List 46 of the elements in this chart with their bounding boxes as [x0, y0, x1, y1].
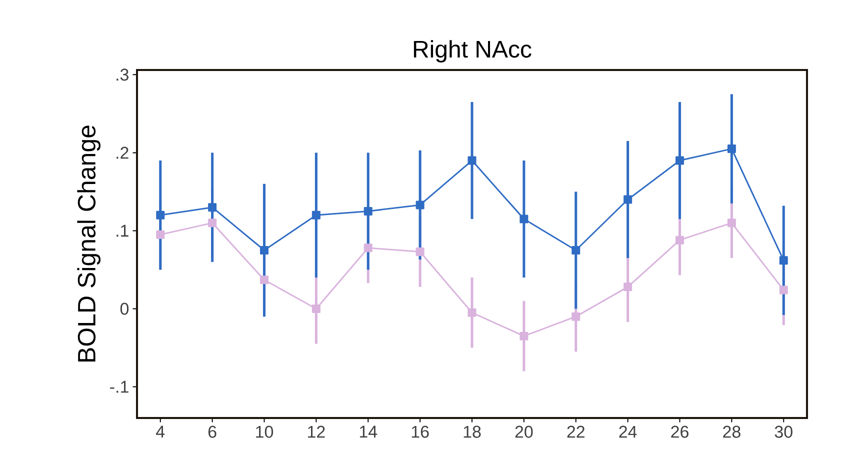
point [208, 218, 217, 228]
x-tick-label: 28 [723, 426, 740, 438]
point [468, 156, 476, 165]
x-tick-label: 4 [156, 426, 165, 438]
x-tick-label: 16 [412, 426, 429, 438]
point [676, 156, 684, 165]
point [208, 203, 217, 212]
point [727, 144, 736, 154]
y-tick-label: .3 [116, 68, 128, 81]
point [676, 236, 684, 244]
x-tick-label: 10 [256, 426, 274, 438]
x-tick-label: 22 [567, 426, 584, 438]
y-tick-label: .2 [116, 146, 128, 159]
x-tick-label: 18 [464, 426, 481, 438]
point [624, 282, 632, 292]
point [520, 214, 528, 224]
point [364, 206, 372, 216]
y-axis-title: BOLD Signal Change [77, 126, 100, 362]
point [260, 276, 268, 284]
y-tick-label: .1 [116, 224, 128, 237]
point [416, 248, 424, 256]
y-tick-label: -.1 [110, 380, 128, 393]
chart-title: Right NAcc [414, 40, 532, 62]
point [727, 218, 736, 228]
point [156, 210, 165, 220]
y-tick-label: 0 [120, 302, 129, 315]
x-tick-label: 30 [774, 426, 792, 438]
point [416, 200, 424, 210]
point [520, 332, 528, 340]
x-tick-label: 26 [671, 426, 688, 438]
x-tick-label: 24 [619, 426, 637, 438]
point [312, 304, 320, 314]
point [572, 246, 580, 254]
point [260, 246, 268, 254]
point [779, 256, 788, 265]
x-tick-label: 20 [515, 426, 533, 438]
point [624, 195, 632, 204]
point [468, 308, 476, 317]
point [779, 286, 788, 294]
point [156, 230, 165, 239]
x-tick-label: 12 [308, 426, 325, 438]
point [572, 312, 580, 321]
x-tick-label: 14 [360, 426, 378, 438]
point [364, 244, 372, 252]
x-tick-label: 6 [208, 426, 216, 438]
point [312, 210, 320, 220]
